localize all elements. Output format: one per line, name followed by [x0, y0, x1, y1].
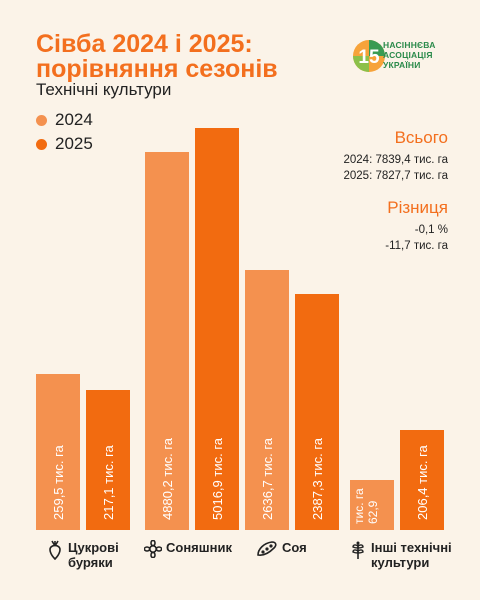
- totals-block: Всього 2024: 7839,4 тис. га 2025: 7827,7…: [343, 128, 448, 184]
- bar-soy-2025: [295, 294, 339, 530]
- logo-icon: 15: [353, 40, 385, 72]
- legend-swatch-2024: [36, 114, 47, 126]
- difference-block: Різниця -0,1 % -11,7 тис. га: [385, 198, 448, 254]
- bar-label-sugar-beet-2024: 259,5 тис. га: [51, 444, 66, 520]
- bar-sunflower-2025: [195, 128, 239, 530]
- title-line-2: порівняння сезонів: [36, 55, 278, 83]
- legend-item-2025: 2025: [36, 132, 93, 156]
- legend-label-2024: 2024: [55, 110, 93, 129]
- bar-label-sunflower-2025: 5016,9 тис. га: [210, 437, 225, 520]
- sunflower-icon: [144, 540, 162, 558]
- bar-label-other-2025: 206,4 тис. га: [415, 444, 430, 520]
- totals-header: Всього: [394, 128, 448, 147]
- bar-sugar-beet-2025: [86, 390, 130, 530]
- soybean-icon: [257, 541, 277, 556]
- legend-item-2024: 2024: [36, 108, 93, 132]
- bar-label-other-2024-part2: тис. га: [352, 488, 366, 524]
- logo-line-1: НАСІННЄВА: [383, 40, 436, 50]
- logo-text: НАСІННЄВА АСОЦІАЦІЯ УКРАЇНИ: [383, 40, 436, 70]
- category-label-other: Інші технічні культури: [349, 540, 466, 570]
- category-text-other: Інші технічні культури: [371, 540, 452, 570]
- category-text-sunflower: Соняшник: [166, 540, 232, 555]
- bar-label-sunflower-2024: 4880,2 тис. га: [160, 437, 175, 520]
- chart-subtitle: Технічні культури: [36, 80, 172, 99]
- legend: 2024 2025: [36, 108, 93, 156]
- bar-soy-2024: [245, 270, 289, 530]
- title-line-1: Сівба 2024 і 2025:: [36, 30, 253, 58]
- bar-sugar-beet-2024: [36, 374, 80, 530]
- difference-header: Різниця: [387, 198, 448, 217]
- legend-label-2025: 2025: [55, 134, 93, 153]
- category-label-soy: Соя: [256, 540, 307, 558]
- bar-label-soy-2025: 2387,3 тис. га: [310, 437, 325, 520]
- chart-title: Сівба 2024 і 2025: порівняння сезонів: [36, 32, 278, 82]
- logo-number: 15: [358, 47, 380, 68]
- logo-line-2: АСОЦІАЦІЯ: [383, 50, 433, 60]
- bar-other-2024: [350, 480, 394, 530]
- category-text-soy: Соя: [282, 540, 307, 555]
- bar-other-2025: [400, 430, 444, 530]
- legend-swatch-2025: [36, 138, 47, 150]
- totals-2025: 2025: 7827,7 тис. га: [343, 170, 448, 182]
- difference-absolute: -11,7 тис. га: [385, 240, 448, 252]
- totals-2024: 2024: 7839,4 тис. га: [343, 154, 448, 166]
- bar-label-soy-2024: 2636,7 тис. га: [260, 437, 275, 520]
- category-label-sugar-beet: Цукрові буряки: [46, 540, 138, 570]
- bar-label-other-2024-part1: 62,9: [366, 500, 380, 524]
- category-text-sugar-beet: Цукрові буряки: [68, 540, 119, 570]
- beet-icon: [49, 540, 61, 560]
- plant-icon: [352, 541, 364, 559]
- bar-label-sugar-beet-2025: 217,1 тис. га: [101, 444, 116, 520]
- logo-line-3: УКРАЇНИ: [383, 60, 421, 70]
- category-label-sunflower: Соняшник: [144, 540, 232, 558]
- difference-percent: -0,1 %: [414, 224, 448, 236]
- bar-sunflower-2024: [145, 152, 189, 530]
